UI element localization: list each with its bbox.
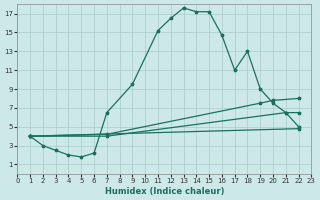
X-axis label: Humidex (Indice chaleur): Humidex (Indice chaleur) <box>105 187 224 196</box>
